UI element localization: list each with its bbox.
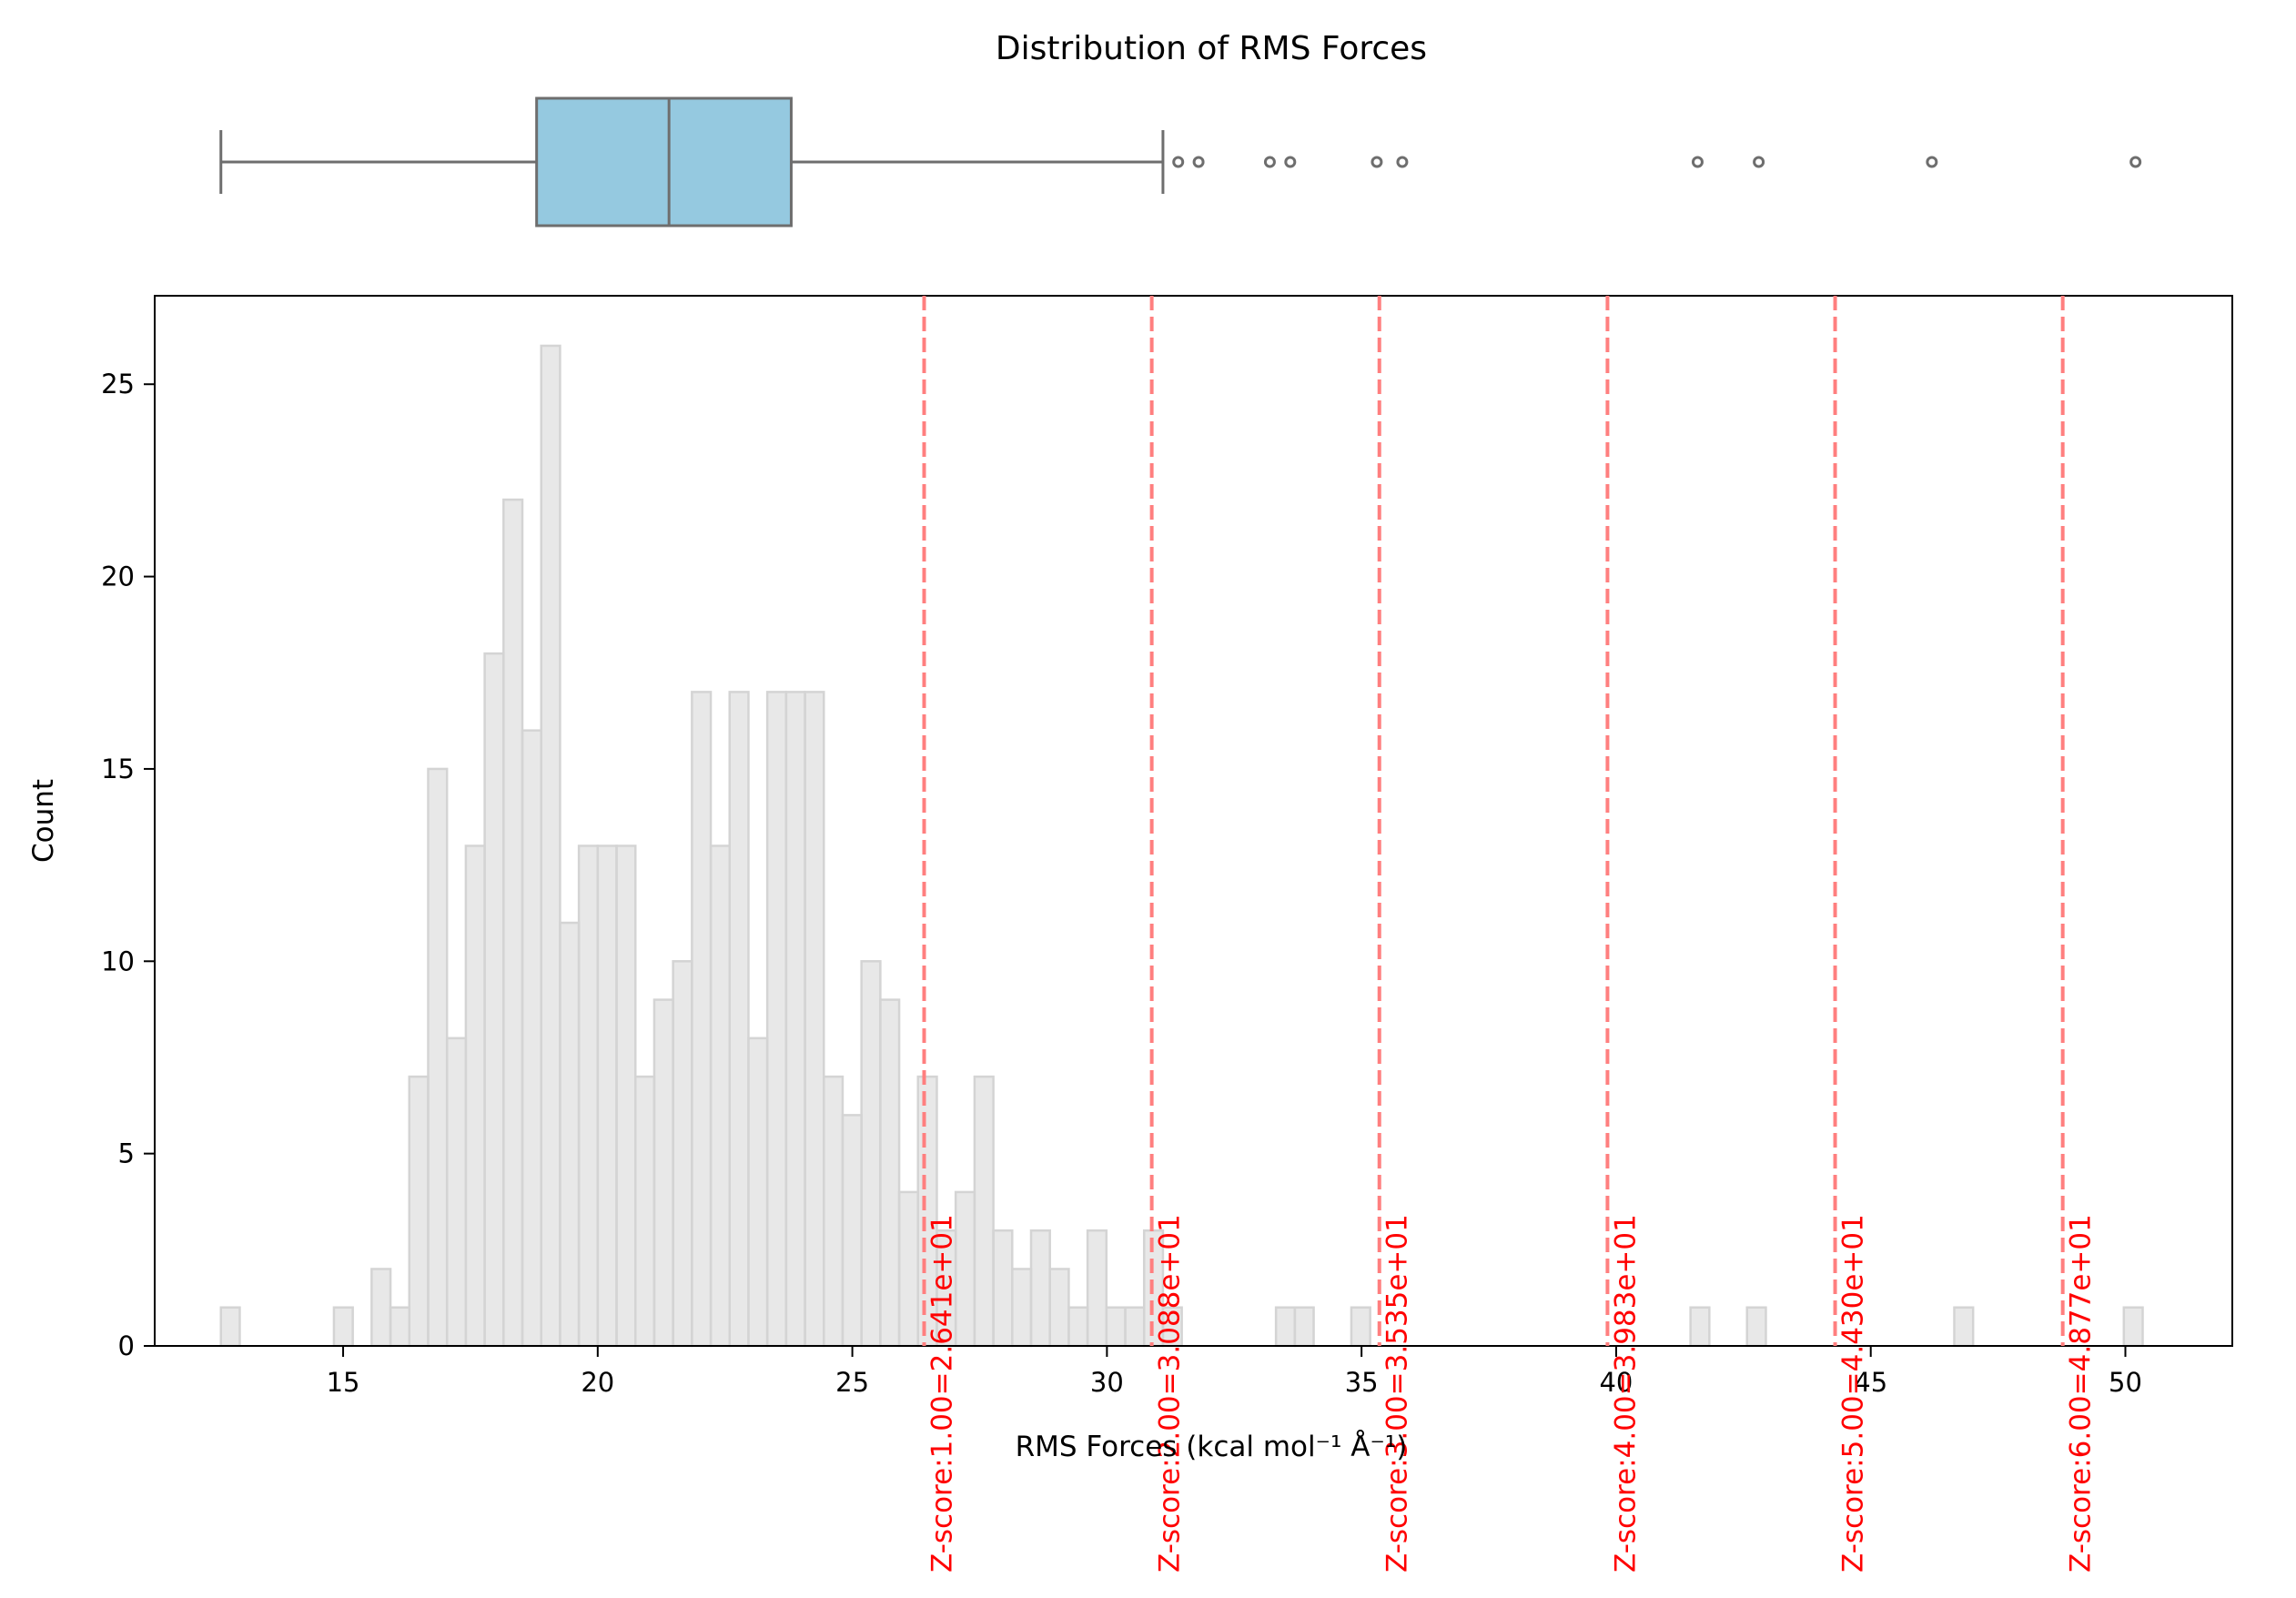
box-iqr bbox=[535, 96, 793, 228]
x-axis-label: RMS Forces (kcal mol⁻¹ Å⁻¹) bbox=[1016, 1431, 1408, 1463]
y-axis: 0 5 10 15 20 25 bbox=[101, 369, 155, 1361]
y-tick-label: 25 bbox=[101, 369, 135, 400]
outlier-point bbox=[1371, 156, 1383, 168]
y-tick-label: 0 bbox=[118, 1330, 135, 1361]
outlier-point bbox=[1396, 156, 1409, 168]
zscore-label: Z-score:6.00=4.877e+01 bbox=[2065, 1214, 2098, 1573]
zscore-label: Z-score:4.00=3.983e+01 bbox=[1609, 1214, 1642, 1573]
histogram bbox=[219, 344, 2144, 1348]
zscore-label: Z-score:1.00=2.641e+01 bbox=[925, 1214, 958, 1573]
x-tick-label: 50 bbox=[2109, 1367, 2142, 1398]
plot-frame bbox=[154, 295, 2233, 1347]
box-plot bbox=[219, 96, 2142, 228]
x-tick-label: 15 bbox=[327, 1367, 360, 1398]
outlier-point bbox=[1691, 156, 1704, 168]
zscore-lines: Z-score:1.00=2.641e+01 Z-score:2.00=3.088… bbox=[922, 296, 2098, 1573]
outlier-point bbox=[1172, 156, 1185, 168]
zscore-label: Z-score:2.00=3.088e+01 bbox=[1154, 1214, 1187, 1573]
x-axis: 15 20 25 30 35 40 45 50 bbox=[327, 1346, 2142, 1398]
histogram-fill bbox=[220, 345, 2143, 1346]
y-tick-label: 10 bbox=[101, 946, 135, 976]
outlier-point bbox=[1263, 156, 1276, 168]
x-tick-label: 20 bbox=[581, 1367, 614, 1398]
y-axis-label: Count bbox=[27, 779, 60, 863]
outlier-point bbox=[1926, 156, 1938, 168]
zscore-label: Z-score:3.00=3.535e+01 bbox=[1381, 1214, 1414, 1573]
x-tick-label: 25 bbox=[835, 1367, 869, 1398]
x-tick-label: 30 bbox=[1090, 1367, 1124, 1398]
y-tick-label: 15 bbox=[101, 753, 135, 784]
zscore-label: Z-score:5.00=4.430e+01 bbox=[1837, 1214, 1870, 1573]
y-tick-label: 5 bbox=[118, 1138, 135, 1169]
y-tick-label: 20 bbox=[101, 561, 135, 592]
outlier-point bbox=[2129, 156, 2142, 168]
x-tick-label: 35 bbox=[1345, 1367, 1379, 1398]
outlier-point bbox=[1753, 156, 1765, 168]
chart-title: Distribution of RMS Forces bbox=[996, 30, 1427, 67]
outlier-point bbox=[1284, 156, 1297, 168]
x-tick-label: 45 bbox=[1854, 1367, 1887, 1398]
x-tick-label: 40 bbox=[1599, 1367, 1633, 1398]
outlier-point bbox=[1192, 156, 1205, 168]
